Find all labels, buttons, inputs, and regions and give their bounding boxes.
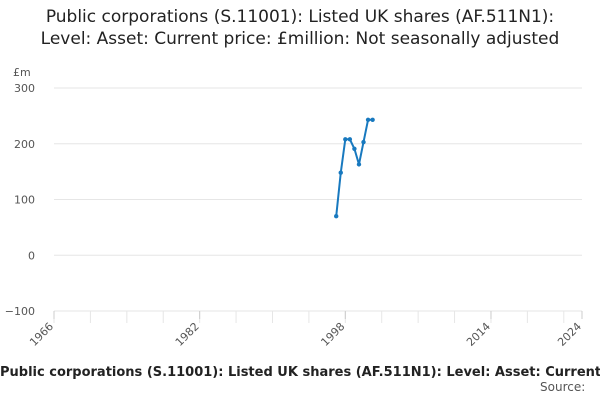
data-point [370,117,375,122]
source-label: Source: [540,380,586,394]
data-point [347,137,353,142]
x-tick-label: 1966 [27,320,56,349]
y-tick-label: 100 [14,194,35,207]
data-point [338,170,343,175]
y-tick-label: 0 [28,249,35,262]
chart-title: Public corporations (S.11001): Listed UK… [40,7,560,49]
x-tick-label: 1982 [173,320,202,349]
series-line [335,118,373,217]
axes: 300 200 100 0 −100 1966 1982 1998 2014 2024 [5,82,584,349]
chart-caption: Public corporations (S.11001): Listed UK… [0,365,600,380]
y-tick-label: −100 [5,305,35,318]
y-tick-label: 200 [14,138,35,151]
source-line: Source: [0,380,600,396]
x-tick-label: 1998 [318,320,347,349]
y-tick-label: 300 [14,82,35,95]
series-layer [334,117,375,219]
data-point [356,162,362,167]
x-tick-label: 2024 [555,320,584,349]
gridlines [53,87,582,323]
data-point [334,214,339,219]
data-point [352,146,357,151]
y-axis-unit-label: £m [13,66,31,79]
data-point [343,137,348,142]
data-point [361,139,366,145]
x-tick-label: 2014 [464,320,493,349]
data-point [365,117,371,122]
